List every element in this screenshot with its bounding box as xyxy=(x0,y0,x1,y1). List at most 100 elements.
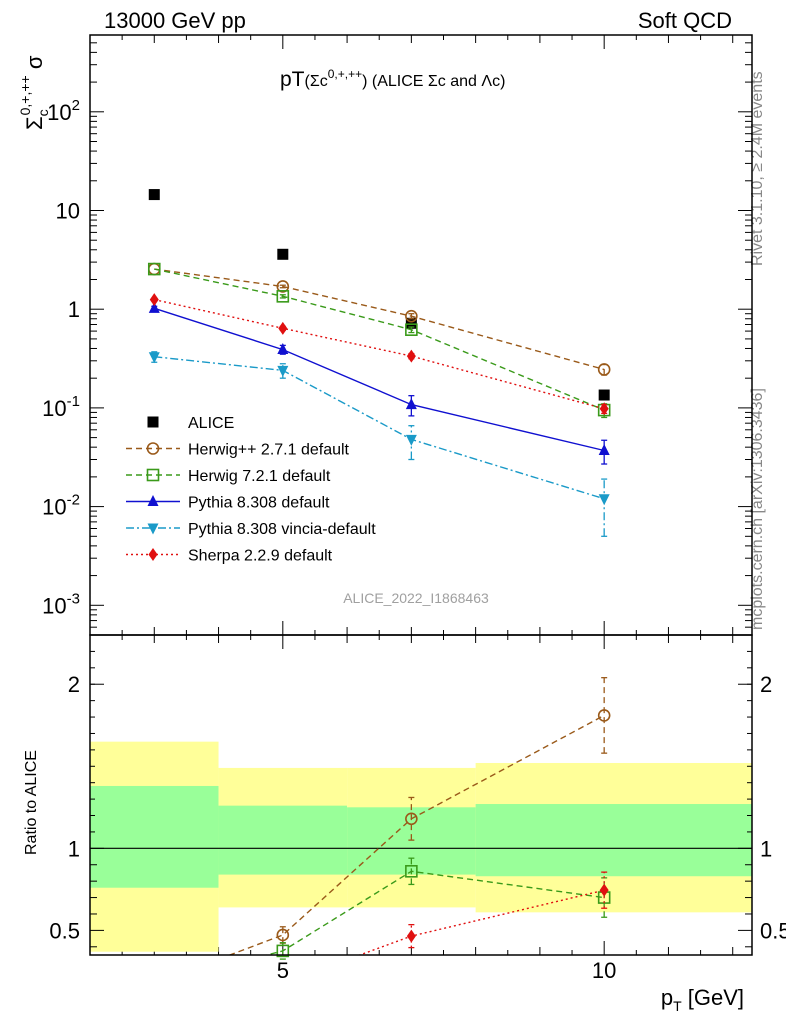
main-point xyxy=(148,189,160,201)
y-tick-label: 10-1 xyxy=(42,393,80,421)
ratio-point xyxy=(406,929,416,943)
x-tick-label: 5 xyxy=(277,958,289,983)
main-point xyxy=(277,248,289,260)
main-frame xyxy=(89,34,753,636)
legend-entry-label: ALICE xyxy=(188,415,234,432)
main-line-sherpa-2-2-9-default xyxy=(154,298,605,410)
collision-label: 13000 GeV pp xyxy=(104,8,246,33)
main-title-pre: (Σc xyxy=(305,73,328,90)
legend-marker xyxy=(147,416,159,428)
y-tick-label: 10 xyxy=(56,198,80,223)
main-point xyxy=(147,262,161,276)
ratio-bands xyxy=(90,741,752,952)
y-tick-label: 102 xyxy=(47,97,80,125)
main-line-pythia-8-308-default xyxy=(154,307,605,452)
y-tick-label: 1 xyxy=(68,297,80,322)
ratio-point xyxy=(597,709,611,722)
y-tick-label: 10-2 xyxy=(42,492,80,520)
ratio-y-tick-label: 2 xyxy=(68,672,80,697)
ratio-y-tick-label-right: 0.5 xyxy=(760,918,786,943)
x-axis-label-unit: [GeV] xyxy=(682,985,744,1010)
ratio-y-tick-label-right: 1 xyxy=(760,836,772,861)
ratio-series xyxy=(227,677,611,960)
y-tick-label-base: 10 xyxy=(42,593,66,618)
main-point xyxy=(277,343,289,355)
ratio-ticks: 0.5 0.5 1 1 2 2 5 10 xyxy=(49,650,786,983)
main-line-pythia-8-308-vincia-default xyxy=(154,356,605,500)
ratio-y-tick-label: 0.5 xyxy=(49,918,80,943)
legend-marker xyxy=(147,523,159,535)
x-axis-label-base: p xyxy=(661,985,673,1010)
legend-marker xyxy=(146,468,160,482)
y-tick-label-base: 10 xyxy=(42,495,66,520)
mcplots-label: mcplots.cern.ch [arXiv:1306.3436] xyxy=(749,388,766,630)
main-point xyxy=(598,389,610,401)
legend-entry-label: Herwig 7.2.1 default xyxy=(188,468,331,485)
ratio-y-tick-label-right: 2 xyxy=(760,672,772,697)
ratio-point xyxy=(405,812,418,826)
legend-entry-label: Pythia 8.308 vincia-default xyxy=(188,521,376,538)
x-axis-label-sub: T xyxy=(673,998,682,1014)
main-point xyxy=(148,352,160,364)
legend-marker xyxy=(147,495,159,506)
ratio-point xyxy=(599,883,609,897)
y-tick-label-exp: -3 xyxy=(67,590,80,607)
rivet-label: Rivet 3.1.10, ≥ 2.4M events xyxy=(749,71,766,266)
main-ylabel: Σc0,+,++ σ xyxy=(17,55,51,130)
legend-marker xyxy=(146,442,160,455)
main-title-post: ) xyxy=(362,73,367,90)
main-point xyxy=(405,309,418,323)
main-title-sup: 0,+,++ xyxy=(328,67,362,81)
ratio-frame xyxy=(89,634,753,956)
main-title-main: pT xyxy=(280,68,305,91)
main-point xyxy=(405,398,417,410)
main-point xyxy=(149,293,159,307)
ratio-point xyxy=(276,944,290,958)
legend-entry-label: Herwig++ 2.7.1 default xyxy=(188,442,350,459)
main-point xyxy=(148,301,160,313)
main-title-rest: (ALICE Σc and Λc) xyxy=(367,73,505,90)
y-tick-label: 10-3 xyxy=(42,590,80,618)
main-point xyxy=(598,494,610,506)
green-band xyxy=(218,805,348,875)
main-point xyxy=(405,323,418,336)
main-point xyxy=(599,402,609,416)
legend-marker xyxy=(148,548,158,561)
ratio-point xyxy=(276,928,290,942)
main-ylabel-tail: σ xyxy=(22,55,47,75)
legend: ALICE Herwig++ 2.7.1 default Herwig 7.2.1 … xyxy=(126,415,376,565)
main-line-herwig-7-2-1-default xyxy=(154,268,605,411)
main-point xyxy=(405,317,417,329)
main-point xyxy=(277,365,289,377)
y-tick-label-base: 10 xyxy=(47,100,71,125)
green-band xyxy=(90,785,219,888)
ratio-line-herwig-2-7-1-default xyxy=(227,714,605,955)
legend-entry-label: Pythia 8.308 default xyxy=(188,495,330,512)
y-tick-label-exp: 2 xyxy=(72,97,80,114)
x-axis-label: pT [GeV] xyxy=(661,985,744,1014)
main-point xyxy=(405,434,417,446)
legend-entry-label: Sherpa 2.2.9 default xyxy=(188,548,333,565)
category-label: Soft QCD xyxy=(638,8,732,33)
y-tick-label-base: 10 xyxy=(42,396,66,421)
ratio-line-sherpa-2-2-9-default xyxy=(357,889,605,955)
main-title: pT(Σc0,+,++) (ALICE Σc and Λc) xyxy=(280,67,505,91)
ratio-line-herwig-7-2-1-default xyxy=(263,870,605,955)
main-point xyxy=(278,321,288,335)
green-band xyxy=(475,804,752,877)
main-point xyxy=(276,280,290,293)
main-ylabel-base: Σ xyxy=(22,116,47,130)
main-ylabel-sup: 0,+,++ xyxy=(17,75,33,115)
ratio-ylabel: Ratio to ALICE xyxy=(23,750,40,855)
frames xyxy=(89,34,753,956)
main-ylabel-sub: c xyxy=(35,109,51,116)
ratio-y-tick-label: 1 xyxy=(68,836,80,861)
y-tick-label-exp: -1 xyxy=(67,393,80,410)
analysis-watermark: ALICE_2022_I1868463 xyxy=(343,590,489,606)
main-point xyxy=(406,349,416,363)
x-tick-label: 10 xyxy=(592,958,616,983)
main-line-herwig-2-7-1-default xyxy=(154,268,605,371)
y-tick-label-exp: -2 xyxy=(67,492,80,509)
main-point xyxy=(598,444,610,456)
